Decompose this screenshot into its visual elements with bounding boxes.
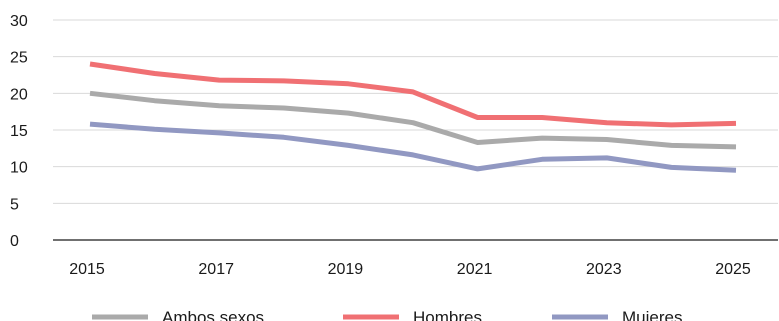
x-tick-label: 2019 (328, 261, 364, 278)
x-tick-label: 2021 (457, 261, 493, 278)
x-tick-label: 2017 (198, 261, 234, 278)
y-tick-label: 5 (10, 196, 19, 213)
x-tick-label: 2025 (715, 261, 751, 278)
x-axis-ticks: 2015 2017 2019 2021 2023 2025 (69, 261, 751, 278)
y-axis-ticks: 0 5 10 15 20 25 30 (10, 13, 28, 250)
y-tick-label: 30 (10, 13, 28, 30)
x-tick-label: 2015 (69, 261, 105, 278)
y-tick-label: 0 (10, 233, 19, 250)
legend-label: Mujeres (622, 308, 682, 321)
series-lines (89, 61, 737, 173)
y-tick-label: 20 (10, 86, 28, 103)
y-tick-label: 15 (10, 123, 28, 140)
legend-label: Hombres (413, 308, 482, 321)
legend-label: Ambos sexos (162, 308, 264, 321)
legend: Ambos sexos Hombres Mujeres (92, 308, 682, 321)
x-tick-label: 2023 (586, 261, 622, 278)
series-line-1 (89, 61, 737, 128)
series-line-0 (89, 90, 737, 150)
series-line-2 (89, 121, 737, 173)
y-tick-label: 25 (10, 50, 28, 67)
y-tick-label: 10 (10, 160, 28, 177)
